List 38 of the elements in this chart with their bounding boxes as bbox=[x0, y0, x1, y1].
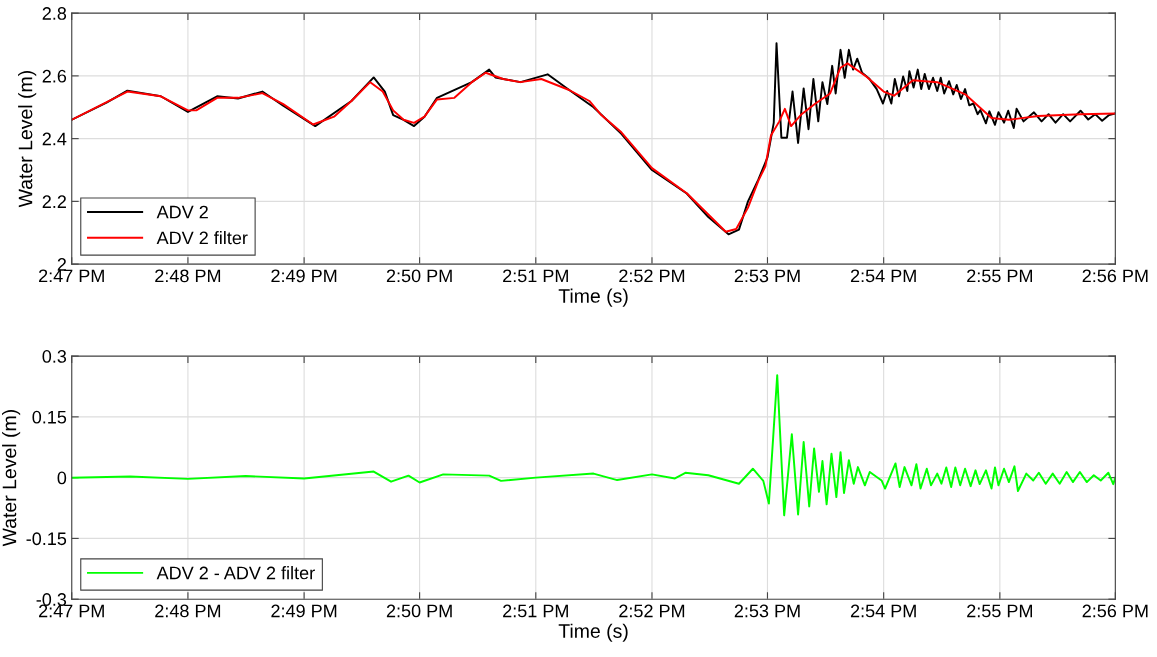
x-tick-label: 2:56 PM bbox=[1082, 269, 1148, 283]
legend-label: ADV 2 bbox=[156, 205, 208, 219]
x-tick-label: 2:52 PM bbox=[619, 269, 685, 283]
y-tick-label: -0.15 bbox=[26, 532, 67, 546]
x-tick-label: 2:51 PM bbox=[503, 269, 568, 283]
legend-label: ADV 2 - ADV 2 filter bbox=[156, 566, 315, 580]
y-tick-label: 2.8 bbox=[42, 7, 67, 20]
legend-label: ADV 2 filter bbox=[156, 231, 248, 245]
x-axis-title: Time (s) bbox=[558, 623, 628, 642]
y-tick-label: 0 bbox=[57, 471, 67, 485]
x-tick-label: 2:53 PM bbox=[734, 269, 800, 283]
x-tick-label: 2:48 PM bbox=[155, 604, 221, 618]
x-tick-label: 2:51 PM bbox=[503, 604, 568, 618]
y-tick-label: 2.6 bbox=[42, 69, 67, 83]
x-tick-label: 2:49 PM bbox=[271, 604, 337, 618]
x-tick-label: 2:53 PM bbox=[734, 604, 800, 618]
x-tick-label: 2:47 PM bbox=[39, 604, 104, 618]
y-tick-label: 2.4 bbox=[42, 132, 67, 146]
x-tick-label: 2:54 PM bbox=[850, 269, 916, 283]
y-tick-label: 0.15 bbox=[32, 410, 67, 424]
y-axis-title: Water Level (m) bbox=[18, 71, 37, 208]
y-tick-label: -0.3 bbox=[36, 593, 67, 606]
x-tick-label: 2:48 PM bbox=[155, 269, 221, 283]
x-tick-label: 2:52 PM bbox=[619, 604, 685, 618]
y-tick-label: 2 bbox=[57, 258, 66, 271]
x-tick-label: 2:54 PM bbox=[850, 604, 916, 618]
x-tick-label: 2:50 PM bbox=[386, 604, 452, 618]
x-axis-title: Time (s) bbox=[558, 288, 628, 307]
x-tick-label: 2:47 PM bbox=[39, 269, 104, 283]
x-tick-label: 2:55 PM bbox=[967, 604, 1032, 618]
x-tick-label: 2:49 PM bbox=[271, 269, 337, 283]
x-tick-label: 2:50 PM bbox=[386, 269, 452, 283]
line-series bbox=[71, 374, 1116, 517]
y-tick-label: 2.2 bbox=[42, 195, 66, 208]
y-tick-label: 0.3 bbox=[42, 350, 67, 363]
y-axis-title: Water Level (m) bbox=[2, 410, 21, 547]
x-tick-label: 2:55 PM bbox=[967, 269, 1032, 283]
x-tick-label: 2:56 PM bbox=[1082, 604, 1148, 618]
